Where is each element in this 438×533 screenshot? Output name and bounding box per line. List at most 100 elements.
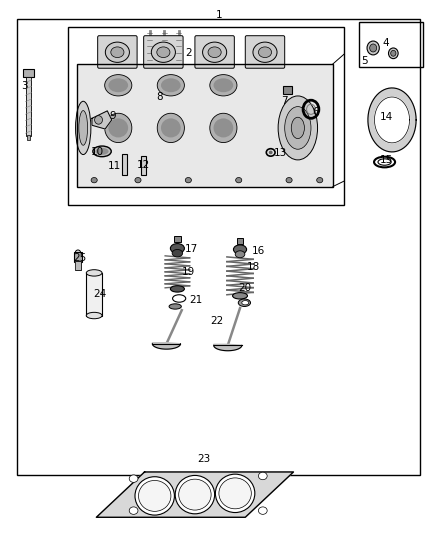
Text: 22: 22 [211,316,224,326]
Ellipse shape [285,107,311,149]
Text: 24: 24 [93,289,106,299]
Text: 3: 3 [21,82,28,91]
Polygon shape [374,97,410,143]
Bar [174,236,181,242]
Text: 8: 8 [156,92,163,102]
Polygon shape [96,472,293,517]
Ellipse shape [152,42,175,62]
Ellipse shape [135,177,141,183]
Ellipse shape [157,75,184,96]
Ellipse shape [129,507,138,514]
Text: 19: 19 [182,267,195,277]
Ellipse shape [268,151,272,155]
Ellipse shape [157,47,170,58]
Ellipse shape [86,270,102,276]
Ellipse shape [129,475,138,482]
Ellipse shape [389,48,398,59]
Bar [77,64,333,187]
FancyBboxPatch shape [98,36,137,68]
Ellipse shape [169,304,181,309]
Text: 10: 10 [91,147,104,157]
Ellipse shape [214,78,233,92]
Bar [77,64,333,187]
Ellipse shape [236,177,242,183]
Ellipse shape [111,47,124,58]
Text: 25: 25 [73,253,86,263]
Text: 9: 9 [110,111,117,121]
Ellipse shape [95,116,102,124]
FancyBboxPatch shape [245,36,285,68]
Bar [17,19,420,475]
Ellipse shape [172,249,183,257]
Ellipse shape [185,177,191,183]
Text: 23: 23 [198,455,211,464]
Ellipse shape [233,293,247,299]
Ellipse shape [367,41,379,55]
FancyBboxPatch shape [144,36,183,68]
Ellipse shape [233,245,247,254]
Ellipse shape [215,474,255,513]
Ellipse shape [235,251,245,257]
Polygon shape [152,343,180,349]
Text: 6: 6 [312,107,319,117]
Ellipse shape [79,111,88,146]
Ellipse shape [208,47,221,58]
Text: 2: 2 [185,49,192,58]
Ellipse shape [105,42,130,62]
Bar [68,27,344,205]
Ellipse shape [202,42,227,62]
Text: 16: 16 [252,246,265,255]
Text: 1: 1 [215,10,223,20]
Ellipse shape [210,114,237,143]
Bar [26,77,31,136]
Bar [283,86,292,94]
Ellipse shape [109,118,128,138]
Ellipse shape [258,47,272,58]
Ellipse shape [317,177,323,183]
Bar [75,261,81,270]
Ellipse shape [253,42,277,62]
Ellipse shape [161,78,180,92]
Polygon shape [214,344,242,351]
Ellipse shape [210,75,237,96]
Bar [141,156,146,175]
Ellipse shape [286,177,292,183]
Ellipse shape [95,148,109,155]
Ellipse shape [109,78,128,92]
Ellipse shape [175,475,215,514]
Text: 18: 18 [247,262,260,271]
Ellipse shape [214,118,233,138]
Bar [23,69,34,77]
Ellipse shape [138,480,171,511]
Text: 21: 21 [190,295,203,304]
Ellipse shape [219,478,251,509]
Ellipse shape [105,114,132,143]
Text: 12: 12 [137,160,150,170]
Ellipse shape [157,114,184,143]
Ellipse shape [370,44,377,52]
Ellipse shape [258,507,267,514]
Ellipse shape [170,244,184,253]
Text: 15: 15 [380,155,393,165]
Text: 14: 14 [380,112,393,122]
Bar [122,154,127,175]
Text: 4: 4 [382,38,389,47]
Ellipse shape [242,301,249,305]
Text: 20: 20 [238,283,251,293]
Ellipse shape [105,75,132,96]
Ellipse shape [135,477,174,515]
Bar [237,238,243,244]
Ellipse shape [75,250,81,255]
Ellipse shape [93,146,111,157]
Text: 17: 17 [185,245,198,254]
FancyBboxPatch shape [195,36,234,68]
Bar [74,252,82,262]
Text: 13: 13 [274,148,287,158]
Ellipse shape [278,96,318,160]
Text: 7: 7 [281,96,288,106]
Bar [27,135,30,140]
Ellipse shape [179,479,211,510]
Ellipse shape [238,299,251,306]
Text: 11: 11 [108,161,121,171]
Ellipse shape [170,286,184,292]
